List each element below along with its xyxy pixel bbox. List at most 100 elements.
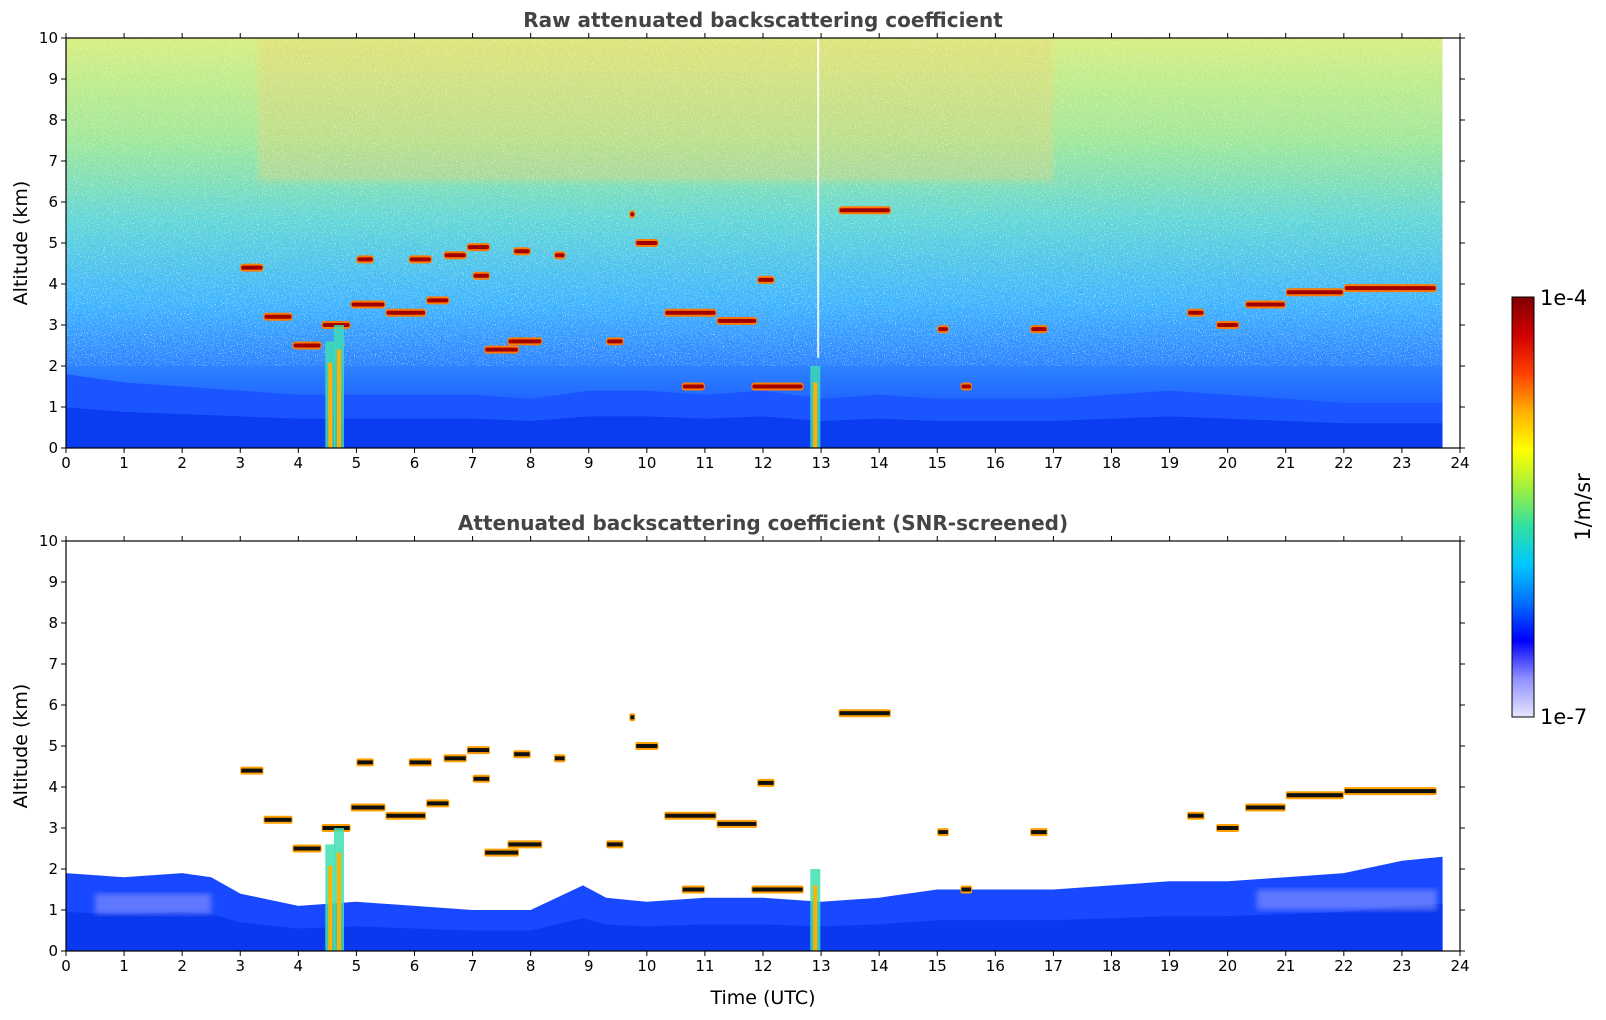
screened-cloud-core [839,711,890,716]
raw-x-tick-label: 7 [468,454,478,472]
screened-y-tick-label: 3 [48,819,58,837]
screened-x-tick-label: 15 [928,957,947,975]
raw-x-tick-label: 13 [812,454,831,472]
raw-cloud-core [485,347,519,352]
raw-y-tick-label: 4 [48,275,58,293]
screened-cloud-core [293,846,321,851]
raw-x-tick-label: 4 [294,454,304,472]
screened-panel-title: Attenuated backscattering coefficient (S… [458,511,1068,535]
raw-x-tick-label: 6 [410,454,420,472]
x-axis-label: Time (UTC) [709,987,815,1009]
raw-x-tick-label: 3 [235,454,245,472]
screened-x-tick-label: 6 [410,957,420,975]
screened-cloud-core [1246,805,1285,810]
colorbar-frame [1511,296,1535,718]
raw-aerosol-plume-core [336,349,341,448]
screened-x-tick-label: 4 [294,957,304,975]
raw-cloud-core [241,265,263,270]
raw-cloud-core [1188,310,1204,315]
screened-x-tick-label: 9 [584,957,594,975]
raw-axes: 0 1 2 3 4 5 6 7 8 9 10 11 12 13 14 15 16 17 18 19 20 21 22 23 24… [39,29,1470,472]
raw-cloud-core [839,208,890,213]
screened-x-tick-label: 0 [61,957,71,975]
raw-y-tick-label: 8 [48,111,58,129]
raw-x-tick-label: 8 [526,454,536,472]
raw-noise-speckle [66,38,1443,366]
raw-y-tick-label: 1 [48,398,58,416]
raw-y-tick-label: 0 [48,439,58,457]
screened-cloud-core [467,748,490,753]
raw-cloud-core [554,253,565,258]
screened-low-signal-region [1256,889,1437,910]
screened-x-tick-label: 7 [468,957,478,975]
raw-panel-title: Raw attenuated backscattering coefficien… [523,8,1003,32]
raw-x-tick-label: 17 [1044,454,1063,472]
raw-cloud-core [961,384,972,389]
raw-cloud-core [1286,290,1343,295]
raw-cloud-core [758,277,774,282]
raw-cloud-core [473,273,490,278]
screened-cloud-core [961,887,972,892]
colorbar-max-label: 1e-4 [1540,286,1587,310]
screened-cloud-core [357,760,373,765]
raw-cloud-core [1217,323,1239,327]
screened-cloud-core [1031,830,1047,835]
screened-axes: 0 1 2 3 4 5 6 7 8 9 10 11 12 13 14 15 16 17 18 19 20 21 22 23 24… [39,532,1470,975]
screened-cloud-core [665,813,716,818]
screened-cloud-core [554,756,565,761]
raw-x-tick-label: 20 [1218,454,1237,472]
colorbar-unit-label: 1/m/sr [1571,473,1595,541]
raw-cloud-core [1031,327,1047,332]
screened-y-tick-label: 5 [48,737,58,755]
raw-backscatter-panel: Raw attenuated backscattering coefficien… [10,8,1470,472]
screened-cloud-core [607,842,623,847]
raw-x-tick-label: 2 [177,454,187,472]
raw-y-tick-label: 9 [48,70,58,88]
raw-x-tick-label: 21 [1276,454,1295,472]
raw-aerosol-plume-core [813,382,818,448]
screened-cloud-core [938,830,948,835]
screened-x-tick-label: 1 [119,957,129,975]
raw-boundary-layer-core [66,407,1443,448]
screened-x-tick-label: 12 [753,957,772,975]
raw-y-axis-label: Altitude (km) [10,181,32,306]
screened-cloud-core [1217,826,1239,830]
screened-backscatter-panel: Attenuated backscattering coefficient (S… [10,511,1470,1009]
raw-x-tick-label: 18 [1102,454,1121,472]
raw-cloud-core [514,249,530,254]
screened-x-tick-label: 19 [1160,957,1179,975]
screened-aerosol-plume-core [813,885,818,951]
screened-cloud-core [444,756,466,761]
raw-cloud-core [938,327,948,332]
screened-aerosol-plume-core [336,852,341,951]
raw-no-data-strip [1442,38,1460,448]
colorbar-min-label: 1e-7 [1540,705,1587,729]
raw-cloud-core [386,310,426,315]
raw-cloud-core [630,212,635,217]
screened-y-tick-label: 10 [39,532,58,550]
screened-x-tick-label: 24 [1450,957,1469,975]
screened-x-tick-label: 23 [1392,957,1411,975]
screened-x-tick-label: 20 [1218,957,1237,975]
screened-low-signal-region [95,893,212,915]
screened-y-tick-label: 0 [48,942,58,960]
screened-cloud-core [485,850,519,855]
raw-cloud-core [351,302,385,307]
raw-x-tick-label: 14 [870,454,889,472]
screened-y-tick-label: 6 [48,696,58,714]
screened-y-tick-label: 4 [48,778,58,796]
screened-cloud-core [1344,789,1436,794]
screened-y-tick-label: 7 [48,655,58,673]
raw-cloud-core [665,310,716,315]
raw-cloud-core [636,241,658,245]
screened-x-tick-label: 11 [695,957,714,975]
raw-y-tick-label: 3 [48,316,58,334]
screened-cloud-core [351,805,385,810]
raw-aerosol-plume-core [328,362,333,448]
screened-x-tick-label: 22 [1334,957,1353,975]
raw-cloud-core [409,257,431,262]
screened-x-tick-label: 21 [1276,957,1295,975]
raw-cloud-core [467,245,490,250]
colorbar-fill [1512,297,1534,717]
raw-x-tick-label: 0 [61,454,71,472]
